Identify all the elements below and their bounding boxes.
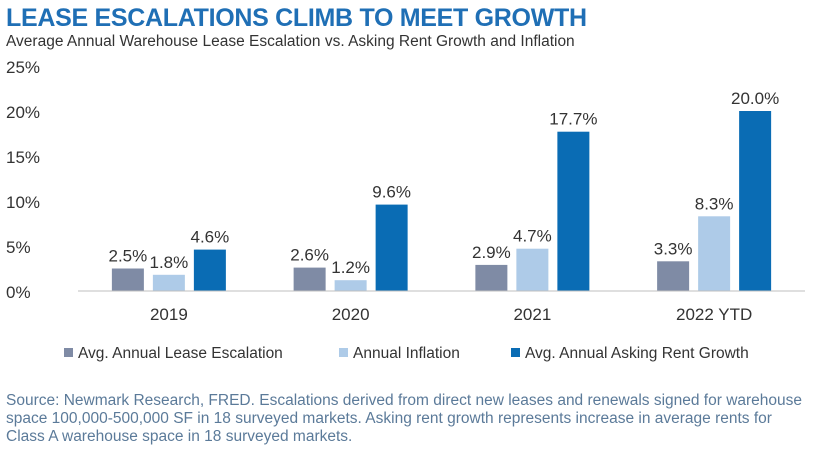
bar — [334, 280, 367, 291]
legend: Avg. Annual Lease Escalation Annual Infla… — [64, 345, 749, 362]
legend-label: Avg. Annual Lease Escalation — [78, 345, 283, 362]
data-label: 3.3% — [654, 239, 693, 258]
y-tick-label: 15% — [6, 148, 40, 167]
data-label: 4.7% — [513, 227, 552, 246]
data-label: 2.9% — [472, 243, 511, 262]
x-category-label: 2019 — [150, 305, 188, 324]
data-label: 1.2% — [331, 258, 370, 277]
bar — [475, 264, 508, 291]
bar — [516, 248, 549, 291]
source-footnote: Source: Newmark Research, FRED. Escalati… — [6, 392, 803, 445]
bar — [739, 111, 772, 291]
x-axis-labels: 2019 2020 2021 2022 YTD — [150, 305, 752, 324]
bar-series — [111, 111, 772, 291]
bar — [293, 267, 326, 291]
x-category-label: 2020 — [332, 305, 370, 324]
bar — [111, 268, 144, 291]
bar — [193, 249, 226, 291]
data-label: 9.6% — [372, 183, 411, 202]
data-label: 4.6% — [191, 228, 230, 247]
data-label: 2.5% — [109, 247, 148, 266]
chart-title: LEASE ESCALATIONS CLIMB TO MEET GROWTH — [6, 4, 587, 32]
y-axis-ticks: 0% 5% 10% 15% 20% 25% — [6, 58, 40, 302]
legend-label: Avg. Annual Asking Rent Growth — [525, 345, 749, 362]
chart-subtitle: Average Annual Warehouse Lease Escalatio… — [6, 33, 575, 50]
y-tick-label: 5% — [6, 238, 31, 257]
data-label: 20.0% — [731, 89, 779, 108]
data-label: 1.8% — [150, 253, 189, 272]
legend-label: Annual Inflation — [353, 345, 460, 362]
bar — [657, 261, 690, 291]
legend-swatch — [339, 348, 348, 357]
data-labels: 2.5% 1.8%4.6% 2.6%1.2% 9.6% 2.9%4.7% 17.7% 3.3… — [109, 89, 780, 277]
bar-chart: 0% 5% 10% 15% 20% 25% 2.5% 1.8%4.6% 2.6%1.2% 9.6… — [6, 58, 805, 362]
y-tick-label: 20% — [6, 103, 40, 122]
data-label: 17.7% — [549, 110, 597, 129]
bar — [698, 216, 731, 291]
y-tick-label: 10% — [6, 193, 40, 212]
bar — [152, 274, 185, 291]
data-label: 8.3% — [695, 194, 734, 213]
y-tick-label: 25% — [6, 58, 40, 77]
legend-swatch — [64, 348, 73, 357]
x-category-label: 2022 YTD — [676, 305, 752, 324]
bar — [557, 131, 590, 291]
bar — [375, 204, 408, 291]
x-category-label: 2021 — [513, 305, 551, 324]
y-tick-label: 0% — [6, 283, 31, 302]
data-label: 2.6% — [290, 246, 329, 265]
legend-swatch — [511, 348, 520, 357]
